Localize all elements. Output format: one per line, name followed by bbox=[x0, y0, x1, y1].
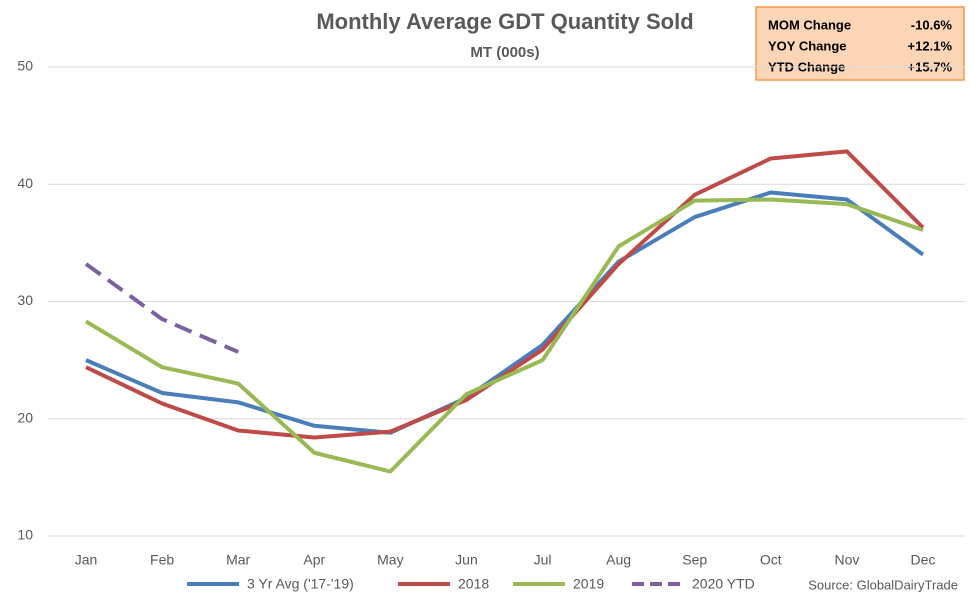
legend-label: 2019 bbox=[573, 576, 604, 592]
x-tick-label: Aug bbox=[606, 552, 631, 568]
legend-label: 2020 YTD bbox=[692, 576, 755, 592]
change-box bbox=[755, 6, 965, 81]
x-tick-label: Nov bbox=[834, 552, 859, 568]
series-line bbox=[85, 149, 925, 440]
change-value: -10.6% bbox=[911, 17, 953, 32]
y-tick-label: 10 bbox=[17, 527, 33, 543]
chart-title: Monthly Average GDT Quantity Sold bbox=[316, 9, 693, 34]
y-tick-label: 50 bbox=[17, 58, 33, 74]
change-label: YOY Change bbox=[768, 38, 847, 53]
change-label: MOM Change bbox=[768, 17, 851, 32]
series-line bbox=[84, 262, 239, 354]
x-tick-label: Apr bbox=[303, 552, 325, 568]
x-tick-label: Mar bbox=[226, 552, 250, 568]
legend-label: 3 Yr Avg ('17-'19) bbox=[247, 576, 354, 592]
chart-subtitle: MT (000s) bbox=[470, 44, 539, 61]
x-tick-label: Jan bbox=[75, 552, 98, 568]
series-line bbox=[85, 190, 925, 435]
y-tick-label: 40 bbox=[17, 175, 33, 191]
y-tick-label: 30 bbox=[17, 292, 33, 308]
x-tick-label: Jul bbox=[534, 552, 552, 568]
series-line bbox=[84, 197, 924, 474]
legend-label: 2018 bbox=[458, 576, 489, 592]
x-tick-label: May bbox=[377, 552, 403, 568]
source: Source: GlobalDairyTrade bbox=[808, 577, 958, 592]
x-tick-label: Sep bbox=[682, 552, 707, 568]
y-tick-label: 20 bbox=[17, 409, 33, 425]
x-tick-label: Jun bbox=[455, 552, 478, 568]
change-value: +12.1% bbox=[908, 38, 953, 53]
x-tick-label: Dec bbox=[911, 552, 936, 568]
x-tick-label: Oct bbox=[760, 552, 782, 568]
x-tick-label: Feb bbox=[150, 552, 174, 568]
